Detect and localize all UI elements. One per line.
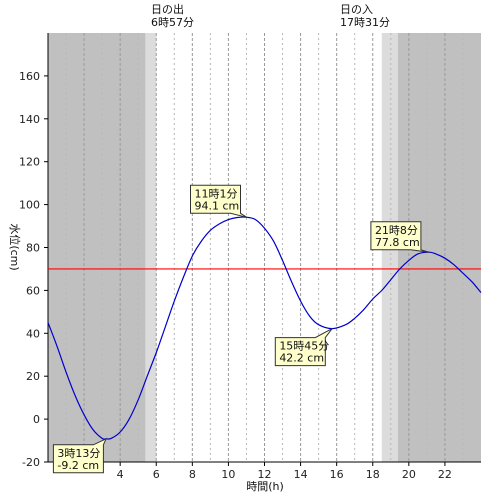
callout-box — [370, 221, 430, 253]
x-tick-label: 16 — [330, 468, 344, 481]
x-tick-label: 6 — [153, 468, 160, 481]
series — [47, 216, 482, 440]
sunrise-time: 6時57分 — [151, 16, 194, 29]
callout-box — [190, 184, 248, 218]
sunrise-label: 日の出 — [151, 2, 184, 16]
y-tick-label: 160 — [19, 70, 40, 83]
x-tick-label: 22 — [438, 468, 452, 481]
twilight-band-morning — [145, 33, 157, 462]
y-tick-label: 140 — [19, 113, 40, 126]
x-tick-label: 18 — [366, 468, 380, 481]
x-tick-label: 8 — [189, 468, 196, 481]
callout-box — [52, 437, 108, 474]
y-tick-label: 20 — [26, 370, 40, 383]
y-tick-label: 120 — [19, 156, 40, 169]
x-tick-label: 4 — [117, 468, 124, 481]
callout-0: 3時13分-9.2 cm — [52, 437, 108, 474]
x-tick-label: 20 — [402, 468, 416, 481]
callout-time: 3時13分 — [57, 447, 100, 460]
callout-time: 11時1分 — [195, 187, 238, 200]
callout-value: 77.8 cm — [375, 236, 420, 249]
x-tick-label: 14 — [294, 468, 308, 481]
sunset-time: 17時31分 — [340, 16, 390, 29]
x-tick-label: 12 — [258, 468, 272, 481]
callout-value: 94.1 cm — [195, 199, 240, 212]
callout-time: 15時45分 — [279, 340, 329, 353]
tide-level-line — [47, 216, 482, 440]
y-tick-label: 0 — [33, 413, 40, 426]
sunset-label: 日の入 — [340, 3, 373, 16]
x-tick-label: 10 — [221, 468, 235, 481]
y-axis-label: 水位(cm) — [8, 223, 22, 270]
callout-box — [274, 328, 333, 367]
night-band-morning — [48, 33, 146, 462]
sun-times: 日の出 6時57分 日の入 17時31分 — [151, 2, 390, 29]
y-tick-label: 100 — [19, 199, 40, 212]
grid — [65, 33, 464, 462]
y-tick-label: 80 — [26, 242, 40, 255]
x-axis-label: 時間(h) — [246, 480, 284, 493]
y-tick-label: 40 — [26, 327, 40, 340]
y-tick-label: 60 — [26, 284, 40, 297]
y-tick-label: -20 — [22, 456, 40, 469]
callout-value: -9.2 cm — [57, 459, 99, 472]
axes: -20 0 20 40 60 80 100 120 140 160 4 6 8 10 12 14 16 18 20 2… — [19, 33, 481, 481]
callout-value: 42.2 cm — [279, 352, 324, 365]
callout-time: 21時8分 — [375, 224, 418, 237]
